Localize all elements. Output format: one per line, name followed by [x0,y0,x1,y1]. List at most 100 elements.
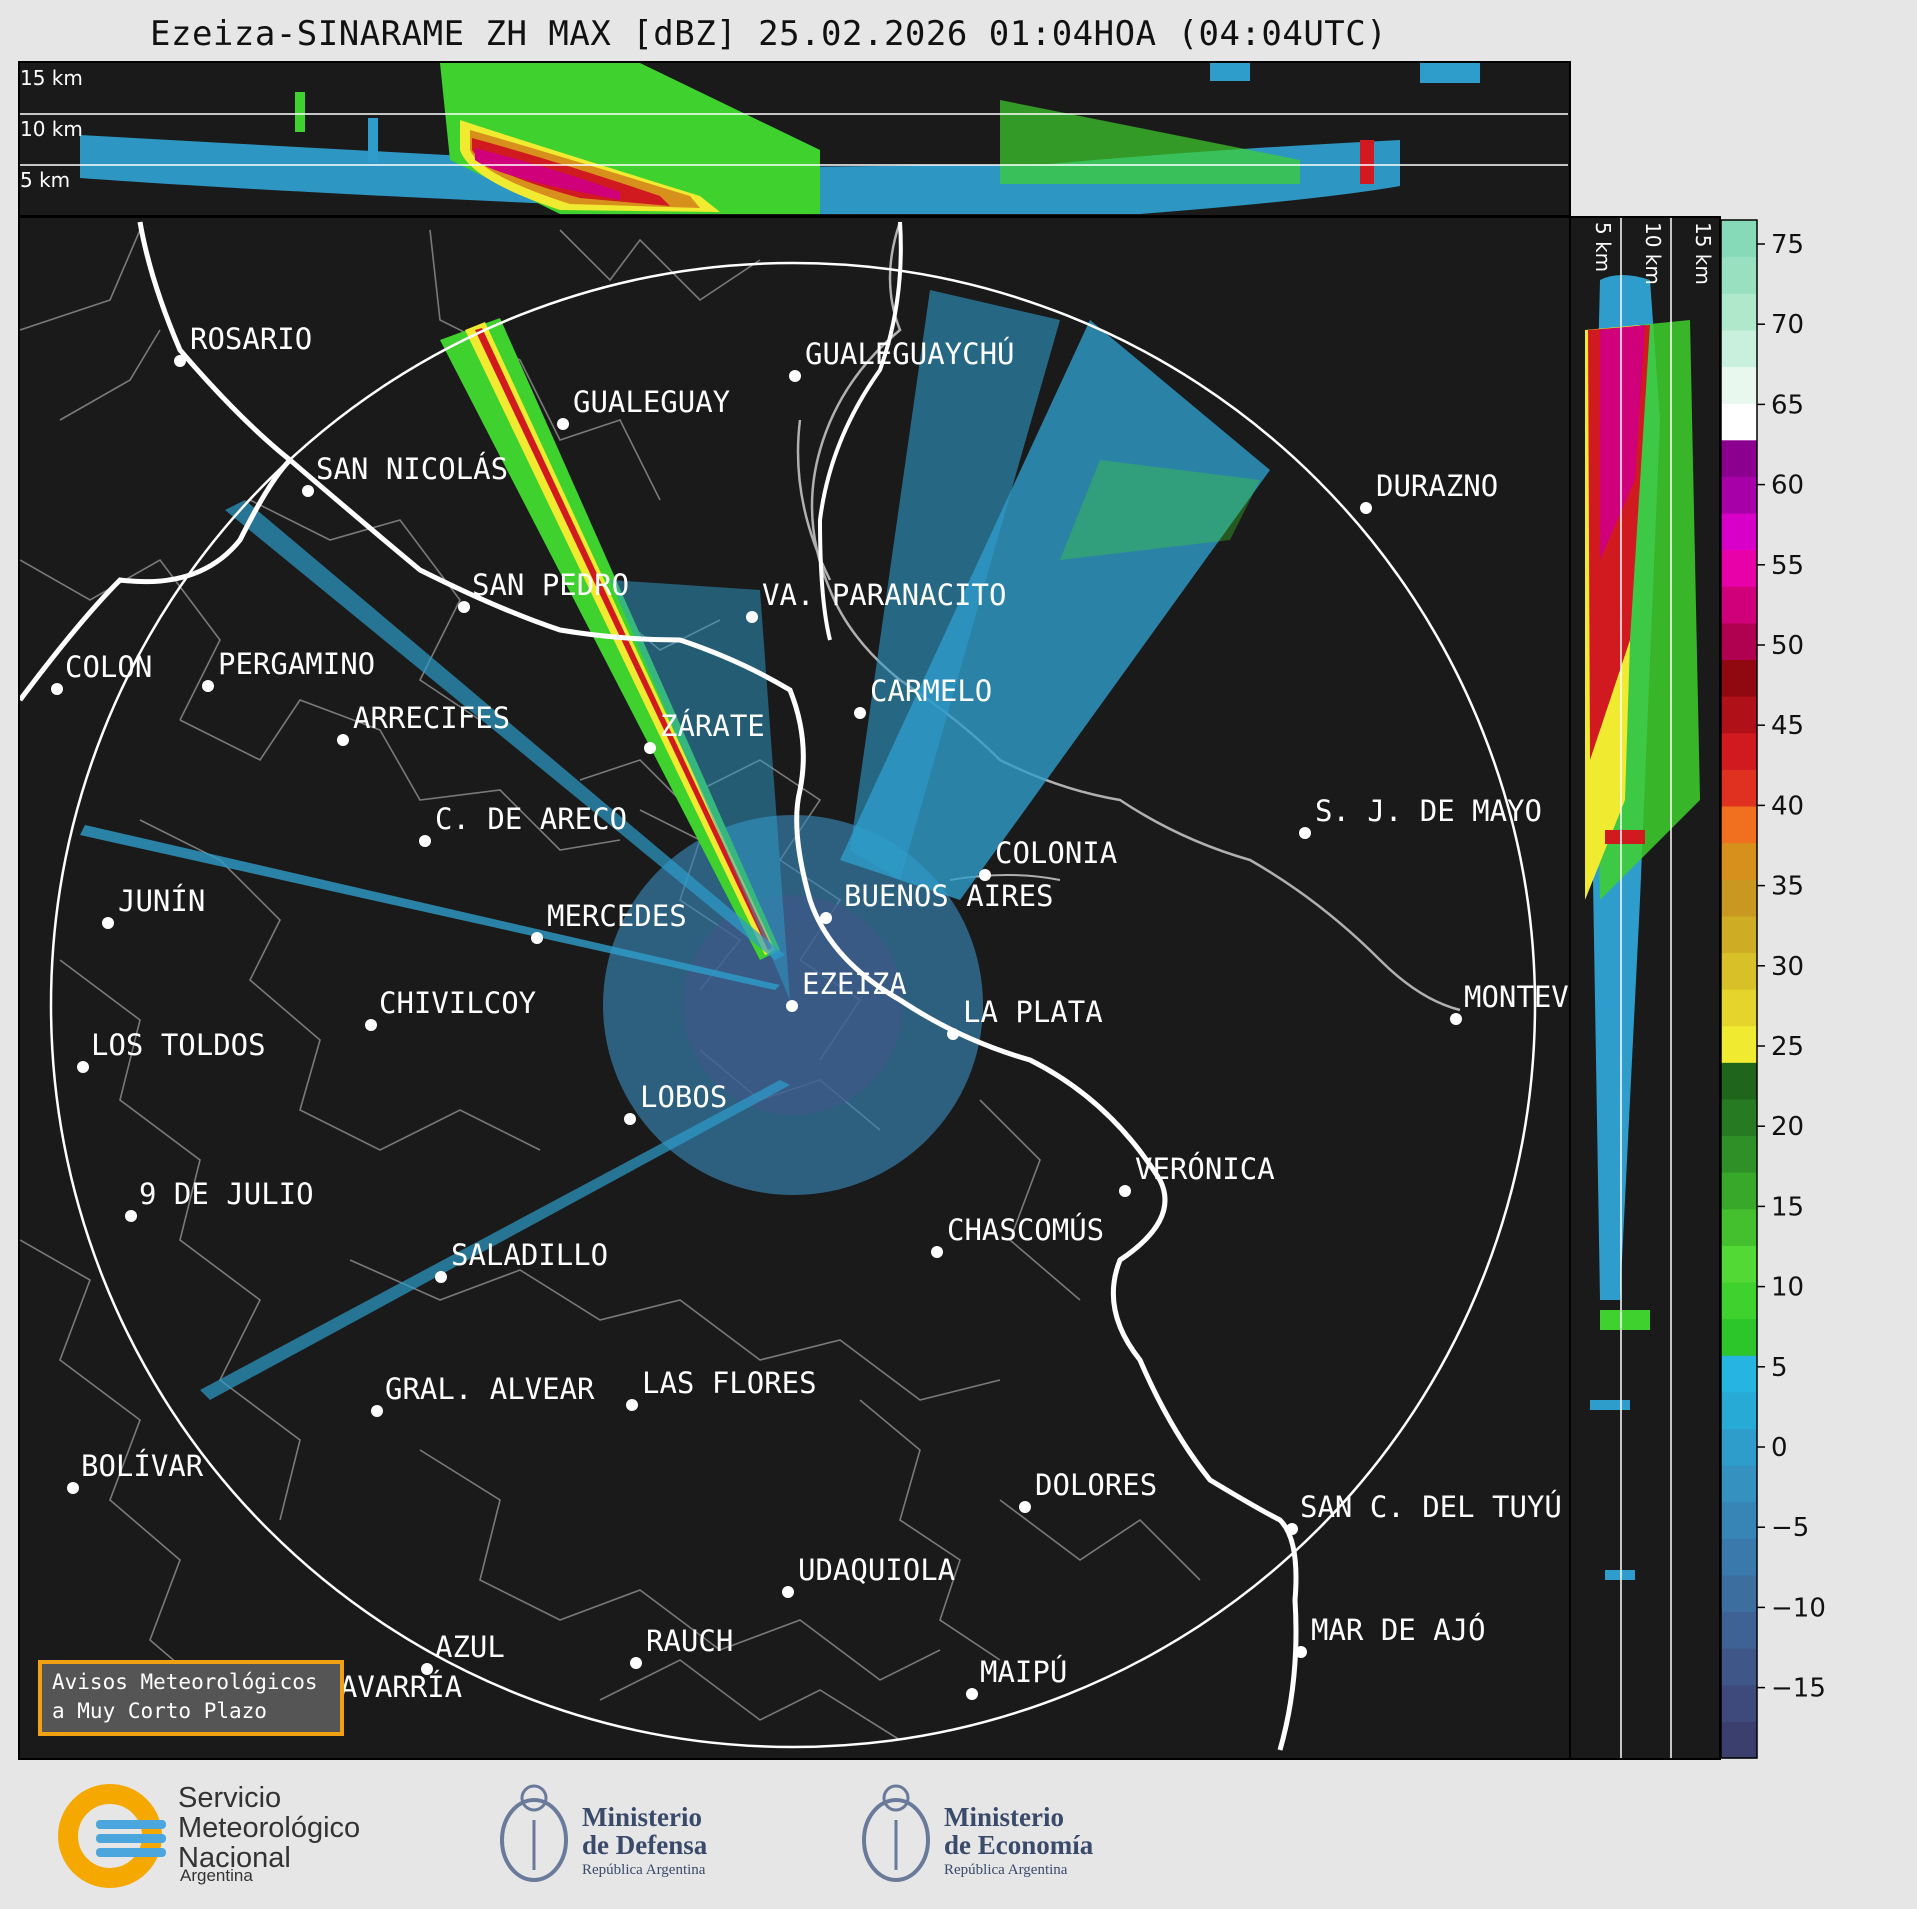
city-label-ezeiza: EZEIZA [802,967,907,1001]
defensa-logo-text: Ministerio de Defensa [582,1803,707,1859]
colorbar-segment [1721,366,1757,404]
city-label-colonia: COLONIA [995,836,1117,870]
city-label-rosario: ROSARIO [190,322,312,356]
economia-logo-text: Ministerio de Economía [944,1803,1093,1859]
colorbar-segment [1721,732,1757,770]
colorbar-segment [1721,1391,1757,1430]
city-dot-saladillo [435,1271,447,1283]
city-dot-chivilcoy [365,1019,377,1031]
colorbar-segment [1721,1465,1757,1503]
city-dot-mercedes [531,932,543,944]
colorbar-segment [1721,293,1757,331]
colorbar-segment [1721,220,1757,258]
colorbar-tick-label: 35 [1771,872,1804,902]
colorbar-tick-label: 15 [1771,1192,1804,1222]
city-dot-mar-de-ajo [1295,1646,1307,1658]
city-dot-s-j-de-mayo [1299,827,1311,839]
city-label-zarate: ZÁRATE [660,709,765,743]
city-dot-c-de-areco [419,835,431,847]
city-dot-ezeiza [786,1000,798,1012]
city-label-bolivar: BOLÍVAR [81,1449,204,1483]
colorbar-segment [1721,329,1757,368]
city-dot-san-pedro [458,601,470,613]
colorbar-segment [1721,1245,1757,1283]
colorbar-segment [1721,439,1757,477]
smn-line2: Meteorológico [178,1812,361,1844]
city-label-san-c-del-tuyu: SAN C. DEL TUYÚ [1300,1490,1562,1524]
colorbar-segment [1721,476,1757,514]
smn-subtitle: Argentina [180,1866,253,1885]
city-dot-veronica [1119,1185,1131,1197]
city-dot-las-flores [626,1399,638,1411]
city-label-pergamino: PERGAMINO [218,647,375,681]
colorbar-segment [1721,622,1757,661]
colorbar-tick-label: 65 [1771,390,1804,420]
city-dot-san-nicolas [302,485,314,497]
side-label-5km: 5 km [1591,222,1615,272]
colorbar-tick-label: 20 [1771,1112,1804,1142]
colorbar-tick-label: 5 [1771,1353,1788,1383]
colorbar-segment [1721,1025,1757,1063]
colorbar-segment [1721,989,1757,1027]
colorbar-tick-label: 25 [1771,1032,1804,1062]
city-dot-gral-alvear [371,1405,383,1417]
city-label-junin: JUNÍN [118,884,205,918]
colorbar-segment [1721,1648,1757,1686]
top-label-5km: 5 km [20,168,70,192]
economia-subtitle: República Argentina [944,1862,1068,1878]
city-label-carmelo: CARMELO [870,674,992,708]
colorbar-tick-label: 45 [1771,711,1804,741]
coastline [137,221,1299,1751]
city-label-buenos-aires: BUENOS AIRES [844,879,1054,913]
city-dot-bolivar [67,1482,79,1494]
city-label-veronica: VERÓNICA [1135,1152,1275,1186]
colorbar-tick-label: −5 [1771,1513,1809,1543]
city-label-la-plata: LA PLATA [963,995,1103,1029]
colorbar-tick-label: 60 [1771,471,1804,501]
colorbar-segment [1721,1684,1757,1722]
city-label-mercedes: MERCEDES [547,899,687,933]
colorbar-segment [1721,1428,1757,1466]
city-dot-durazno [1360,502,1372,514]
city-label-mar-de-ajo: MAR DE AJÓ [1311,1613,1486,1647]
city-markers: ROSARIO GUALEGUAYCHÚ GUALEGUAY SAN NICOLÁS D… [51,322,1569,1715]
side-cross-section-panel: 5 km 10 km 15 km [1569,216,1721,1760]
economia-line2: de Economía [944,1830,1094,1860]
colorbar-segment [1721,1355,1757,1393]
colorbar-segment [1721,1501,1757,1539]
city-dot-chascomus [931,1246,943,1258]
colorbar-segment [1721,1611,1757,1649]
economia-line1: Ministerio [944,1802,1064,1832]
city-dot-montevideo [1450,1013,1462,1025]
map-panel: ROSARIO GUALEGUAYCHÚ GUALEGUAY SAN NICOLÁS D… [18,216,1571,1760]
colorbar-segment [1721,1721,1757,1759]
city-dot-carmelo [854,707,866,719]
city-dot-maipu [966,1688,978,1700]
colorbar-segment [1721,915,1757,953]
city-label-san-pedro: SAN PEDRO [472,568,629,602]
city-dot-gualeguaychu [789,370,801,382]
side-label-10km: 10 km [1641,222,1665,285]
colorbar-segment [1721,1135,1757,1173]
side-label-15km: 15 km [1691,222,1715,285]
colorbar-frame [1720,219,1758,1759]
city-label-arrecifes: ARRECIFES [353,701,510,735]
city-label-9-de-julio: 9 DE JULIO [139,1177,314,1211]
colorbar-segment [1721,586,1757,624]
defensa-subtitle: República Argentina [582,1862,706,1878]
defensa-seal-icon [500,1784,568,1882]
city-dot-los-toldos [77,1061,89,1073]
top-label-15km: 15 km [20,66,83,90]
city-label-azul: AZUL [435,1630,505,1664]
colorbar-tick-label: 55 [1771,551,1804,581]
city-dot-udaquiola [782,1586,794,1598]
warning-box[interactable]: Avisos Meteorológicos a Muy Corto Plazo [38,1660,344,1736]
economia-seal-icon [862,1784,930,1882]
colorbar-segment [1721,952,1757,990]
city-label-lobos: LOBOS [640,1080,727,1114]
city-dot-rosario [174,355,186,367]
colorbar-segment [1721,1062,1757,1100]
colorbar-segment [1721,256,1757,294]
